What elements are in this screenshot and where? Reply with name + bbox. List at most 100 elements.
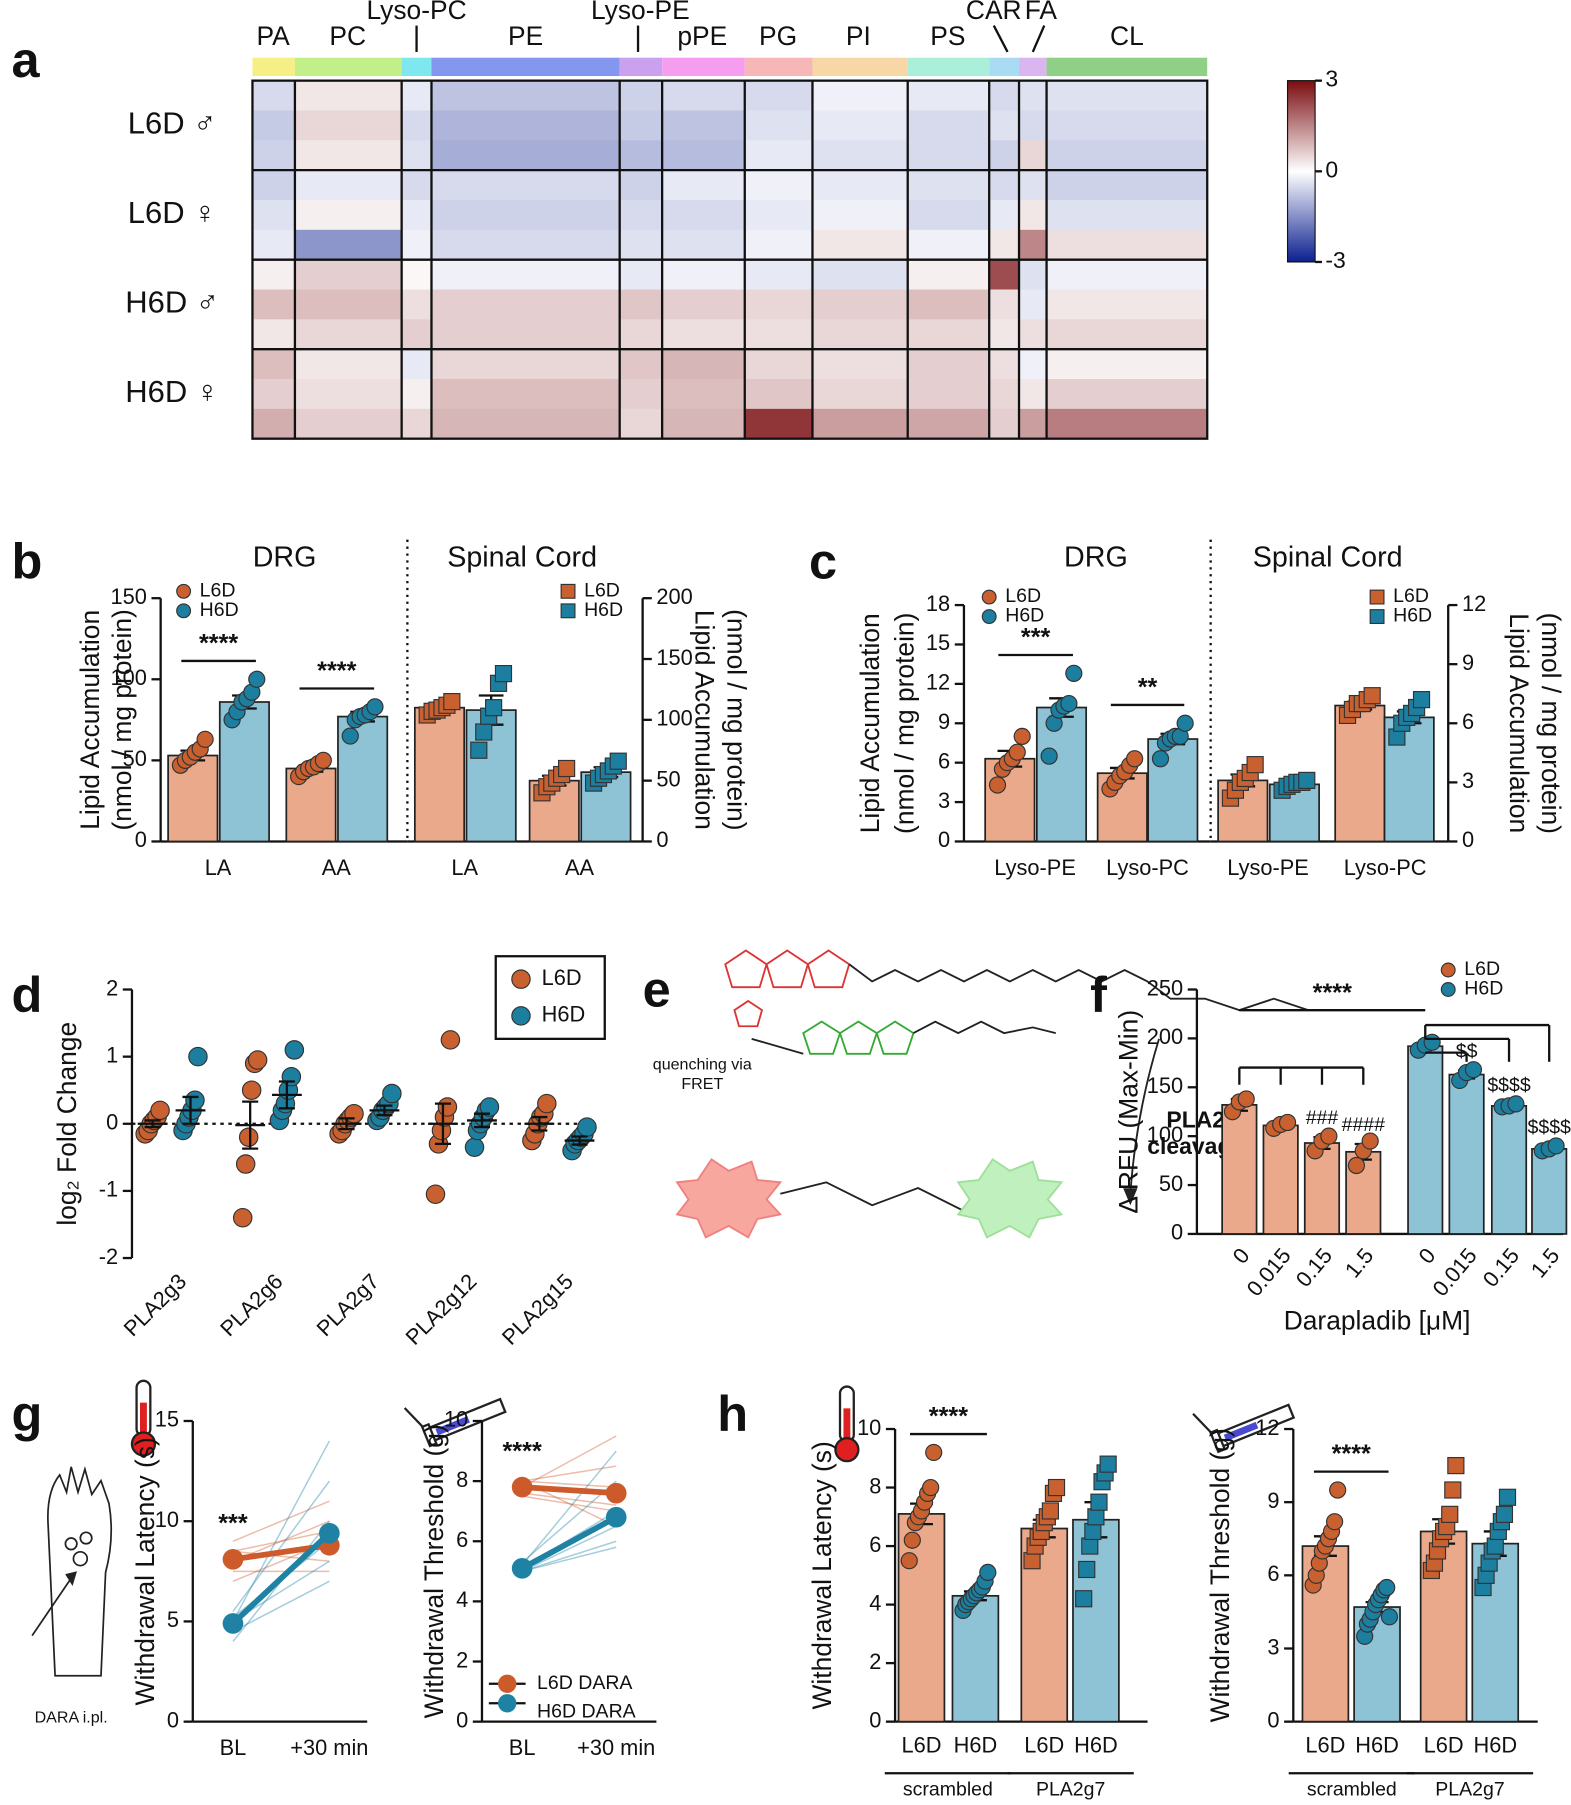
data-point	[443, 692, 461, 711]
x-tick-label: H6D	[1473, 1733, 1517, 1758]
x-tick-label: H6D	[1074, 1733, 1118, 1758]
mean-marker	[511, 1476, 533, 1498]
group-strip	[431, 57, 620, 77]
label-pointer	[992, 25, 1009, 53]
heat-cell	[662, 229, 746, 261]
x-tick-label: BL	[509, 1735, 536, 1760]
data-point	[1078, 1560, 1096, 1579]
heat-cell	[744, 349, 813, 380]
heat-cell	[401, 229, 432, 261]
data-point	[475, 723, 493, 741]
heat-cell	[744, 80, 813, 111]
heat-cell	[1019, 379, 1047, 410]
group-label: PI	[846, 21, 871, 51]
data-point	[1151, 750, 1170, 768]
y-tick-label: 4	[456, 1587, 468, 1612]
legend-label: H6D DARA	[537, 1701, 636, 1723]
individual-line	[521, 1525, 617, 1572]
heat-cell	[1046, 229, 1208, 261]
scheme: e quenching via FRET PLA2 cleavage	[643, 949, 1309, 1239]
y-tick-label: 8	[456, 1467, 468, 1492]
heat-cell	[1019, 319, 1047, 350]
y-tick-label: 9	[938, 709, 950, 734]
group-strip	[294, 57, 402, 77]
legend-marker	[498, 1694, 517, 1713]
legend-marker	[1440, 962, 1456, 978]
heat-cell	[662, 170, 746, 201]
data-point	[925, 1443, 943, 1462]
y-tick-label: -2	[99, 1244, 118, 1269]
heat-cell	[294, 140, 402, 171]
heat-cell	[1019, 259, 1047, 290]
heat-cell	[744, 170, 813, 201]
y-tick-label: 6	[456, 1527, 468, 1552]
heat-cell	[1019, 349, 1047, 380]
data-point	[281, 1067, 302, 1087]
legend-label: L6D	[542, 965, 582, 990]
group-label: FA	[1025, 0, 1058, 25]
y-tick-label: 50	[656, 766, 680, 791]
individual-line	[521, 1540, 617, 1573]
legend-label: H6D	[542, 1002, 586, 1027]
heat-cell	[294, 289, 402, 320]
y-tick-label: 0	[135, 827, 147, 852]
data-point	[900, 1552, 918, 1570]
significance-label: ###	[1306, 1107, 1339, 1129]
y-axis-label: (nmol / mg protein)	[1536, 613, 1566, 834]
heat-cell	[294, 259, 402, 290]
heat-cell	[431, 110, 621, 141]
heat-cell	[989, 349, 1020, 380]
group-label: PG	[759, 21, 797, 51]
heat-cell	[252, 379, 296, 410]
data-point	[1278, 1113, 1297, 1132]
x-tick-label: PLA2g3	[119, 1269, 192, 1342]
panel-label: g	[11, 1385, 42, 1442]
scheme-label: FRET	[681, 1075, 723, 1093]
heat-cell	[744, 289, 813, 320]
y-tick-label: 9	[1267, 1488, 1279, 1513]
mean-marker	[319, 1522, 340, 1544]
heat-cell	[294, 199, 402, 231]
panel-label: f	[1090, 966, 1107, 1023]
heat-cell	[812, 110, 909, 141]
individual-line	[521, 1546, 617, 1573]
heat-cell	[431, 80, 621, 111]
significance-label: $$	[1456, 1040, 1478, 1062]
heat-cell	[252, 289, 296, 320]
heat-cell	[401, 408, 432, 440]
group-strip	[989, 57, 1020, 77]
data-point	[1361, 1132, 1379, 1150]
y-tick-label: 2	[456, 1647, 468, 1672]
data-point	[196, 730, 214, 748]
y-tick-label: 0	[656, 827, 668, 852]
y-tick-label: 10	[857, 1415, 881, 1440]
heat-cell	[662, 408, 746, 440]
heat-cell	[401, 289, 432, 320]
heat-cell	[252, 199, 296, 231]
heat-cell	[619, 319, 663, 350]
mean-line	[230, 1531, 332, 1626]
heat-cell	[431, 199, 621, 231]
x-tick-label: 0	[1228, 1243, 1255, 1268]
heat-cell	[252, 80, 296, 111]
heat-cell	[662, 110, 746, 141]
heat-cell	[431, 170, 621, 201]
x-tick-label: Lyso-PC	[1106, 855, 1189, 880]
x-tick-label: 1.5	[1526, 1243, 1565, 1282]
y-tick-label: 2	[106, 975, 118, 1000]
data-point	[609, 752, 627, 770]
bar	[1035, 706, 1088, 843]
x-tick-label: L6D	[1305, 1733, 1345, 1758]
legend-label: L6D	[1393, 585, 1429, 607]
heat-cell	[989, 199, 1020, 231]
heat-cell	[812, 170, 909, 201]
y-tick-label: 4	[869, 1590, 881, 1615]
x-tick-label: L6D	[1024, 1733, 1064, 1758]
heat-cell	[1046, 140, 1208, 171]
heat-cell	[744, 199, 813, 231]
x-tick-label: PLA2g6	[215, 1269, 288, 1342]
y-tick-label: 200	[1147, 1024, 1183, 1049]
heat-cell	[744, 379, 813, 410]
y-tick-label: 0	[1171, 1220, 1183, 1245]
y-tick-label: 0	[167, 1707, 179, 1732]
